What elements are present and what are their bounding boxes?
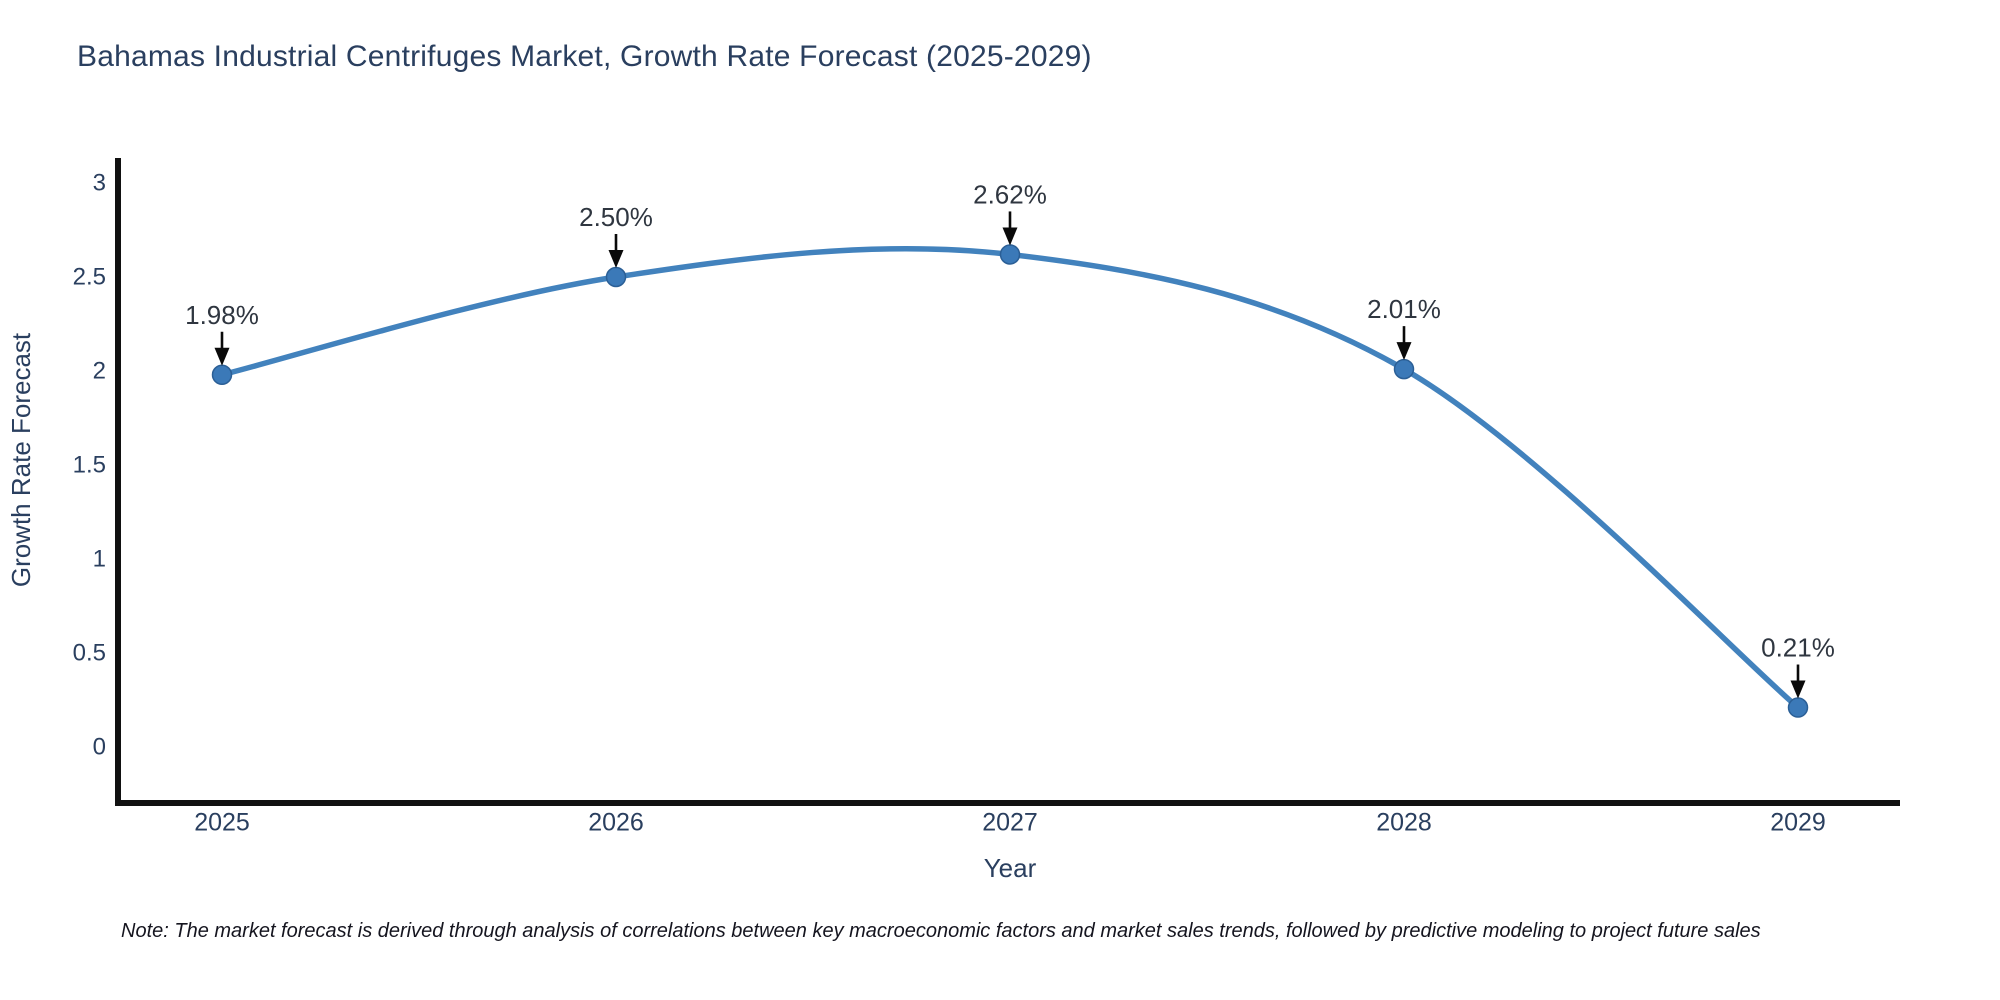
data-point-marker: [1787, 697, 1809, 718]
y-axis-title: Growth Rate Forecast: [6, 332, 36, 587]
x-axis-title: Year: [984, 853, 1037, 883]
annotation-arrowhead: [1396, 342, 1412, 361]
x-tick-label: 2026: [588, 809, 644, 837]
y-tick-label: 2: [93, 358, 106, 385]
data-point-marker: [999, 244, 1021, 265]
y-tick-label: 0.5: [73, 640, 106, 667]
y-tick-label: 1.5: [73, 452, 106, 479]
x-tick-label: 2029: [1770, 809, 1826, 837]
chart-title: Bahamas Industrial Centrifuges Market, G…: [77, 40, 1092, 73]
point-value-label: 2.50%: [579, 202, 653, 232]
x-tick-label: 2025: [194, 809, 250, 837]
y-tick-label: 0: [93, 734, 106, 761]
annotation-arrowhead: [608, 250, 624, 268]
point-value-label: 1.98%: [185, 300, 259, 330]
point-value-label: 0.21%: [1761, 633, 1835, 663]
point-value-label: 2.62%: [973, 179, 1047, 209]
forecast-line: [219, 245, 1801, 711]
data-point-marker: [1393, 358, 1415, 380]
footnote: Note: The market forecast is derived thr…: [121, 920, 1761, 942]
data-point-marker: [605, 266, 627, 288]
y-tick-label: 1: [93, 546, 106, 573]
point-value-label: 2.01%: [1367, 294, 1441, 324]
x-tick-label: 2027: [982, 809, 1038, 837]
data-point-marker: [211, 364, 233, 386]
annotation-arrowhead: [1790, 680, 1806, 699]
y-tick-label: 3: [93, 170, 106, 197]
y-tick-label: 2.5: [73, 264, 106, 291]
annotation-arrowhead: [1002, 227, 1018, 246]
annotation-arrowhead: [214, 347, 230, 366]
x-tick-label: 2028: [1376, 809, 1432, 837]
